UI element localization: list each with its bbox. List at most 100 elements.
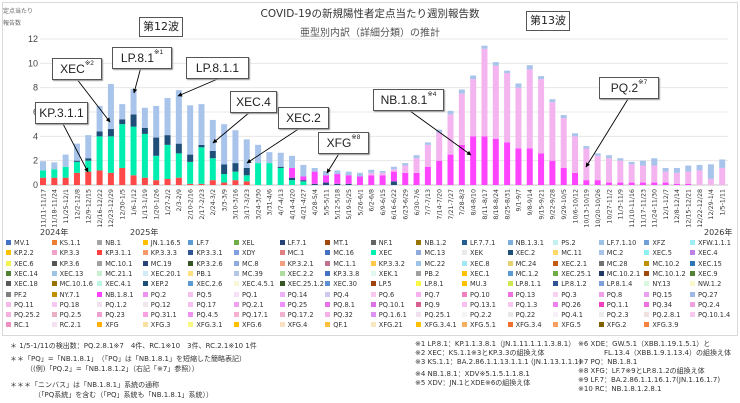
legend-label: LP.8.1.1 [515,280,542,289]
legend-label: LP.8.1.2 [561,280,587,289]
legend-label: MC.19 [150,259,172,268]
legend-label: XEC.2.1 [561,259,588,268]
legend-item: XEC.18 [6,280,38,288]
annotation-text: XEC.4 [236,95,271,109]
legend-label: LF.7.1 [287,239,307,247]
annotation-sup: ※4 [427,91,437,98]
annotation-text: LP.8.1 [120,51,155,65]
x-tick-label: 7/7-7/13 [425,189,432,216]
legend-label: PQ.4.5 [196,311,219,320]
legend-item: XEC.13 [51,270,83,278]
x-tick-label: 3/10-3/16 [233,189,240,220]
bar-segment [130,88,137,115]
bar-segment [515,83,522,88]
legend-swatch [279,281,285,287]
bar-segment [311,171,318,184]
legend-swatch [416,301,422,307]
legend-label: PQ.5 [196,290,212,299]
year-label-2026: 2026年 [704,228,733,237]
x-tick-label: 10/13-10/19 [584,189,591,228]
bar-segment [651,158,658,166]
legend-label: QF.1 [333,321,348,330]
bar-segment [481,45,488,49]
bar-segment [572,133,579,137]
legend-item: XFG.3.1 [188,321,222,329]
legend-swatch [51,291,57,297]
legend-swatch [553,240,559,245]
legend-item: XFG.5.1 [462,321,496,329]
legend-swatch [97,312,103,318]
legend-swatch [598,270,604,276]
x-tick-label: 12/22-12/28 [697,189,704,228]
footnote-line: ※9 LF.7：BA.2.86.1.1.16.1.7(JN.1.16.1.7) [578,376,721,384]
legend-label: KP.3.3.1 [196,249,223,258]
legend-item: XFG [97,321,119,329]
legend-label: MC.10.1 [105,259,133,268]
bar-segment [323,171,329,176]
bar-segment [209,150,216,159]
bar-segment [209,119,216,151]
bar-segment [538,79,545,154]
legend-item: MC.2 [598,249,623,257]
bar-segment [662,182,669,185]
legend-item: LP.8.1.4 [598,280,632,288]
legend-label: PQ.8.1 [333,300,355,309]
legend-swatch [507,322,513,328]
annotation-sup: ※7 [638,79,648,86]
x-tick-label: 1/20-1/26 [154,189,161,220]
legend-label: KS.1.1 [59,239,81,247]
x-tick-label: 2/24-3/2 [210,189,217,216]
legend-item: XEL [234,239,254,247]
legend-item: XEC.8 [462,260,490,268]
legend-swatch [325,312,331,318]
legend-swatch [279,260,285,266]
legend-label: XFG.4 [287,321,308,330]
legend-label: PB.1 [196,269,212,278]
legend-item: MC.19 [142,259,172,268]
legend-swatch [553,291,559,297]
bar-segment [289,155,296,168]
bar-segment [606,155,612,159]
legend-item: MC.13 [416,249,445,257]
legend-swatch [462,281,467,287]
bar-segment [119,124,126,168]
footnote-line: ＊＊「PQ」=「NB.1.8.1」 （「PQ」は「NB.1.8.1」を短縮した簡… [10,355,246,363]
bar-segment [356,176,363,185]
bar-segment [390,181,397,185]
bar-segment [526,65,533,70]
legend-item: PQ.25 [279,301,307,309]
bar-segment [685,183,692,185]
legend-swatch [325,260,331,266]
legend-swatch [553,281,559,287]
bar-segment [209,180,216,185]
legend-swatch [142,250,148,256]
bar-segment [379,171,386,173]
bar-segment [187,161,194,184]
legend-label: XEC.1 [470,269,490,278]
x-tick-label: 12/23-12/29 [108,189,115,228]
legend-label: PQ.2.5 [59,311,82,320]
legend-label: XEC.5 [652,249,672,258]
legend-label: MC.1 [287,249,305,258]
legend-label: XEC.15 [698,259,722,268]
legend-swatch [279,322,285,328]
legend-swatch [6,240,11,245]
legend-label: PQ.2.1 [242,300,264,309]
legend-swatch [416,260,422,266]
bar-segment [130,114,137,127]
legend-label: MV.1 [14,239,30,247]
legend-item: PQ.13 [507,291,535,299]
legend-label: PQ.34 [652,300,673,309]
legend-item: PQ.32 [325,311,353,319]
legend-swatch [97,240,103,245]
x-tick-label: 11/25-12/1 [63,189,70,224]
legend-swatch [234,260,239,266]
legend-item: KP.3.1.1 [97,249,131,257]
x-tick-label: 5/26-6/1 [357,189,364,216]
legend-label: PQ.2 [150,290,167,299]
legend-item: PQ.25.1 [416,311,450,319]
bar-segment [323,175,329,183]
bar-segment [96,170,103,185]
legend-label: KP.2.2 [14,249,34,258]
legend-swatch [507,240,513,245]
